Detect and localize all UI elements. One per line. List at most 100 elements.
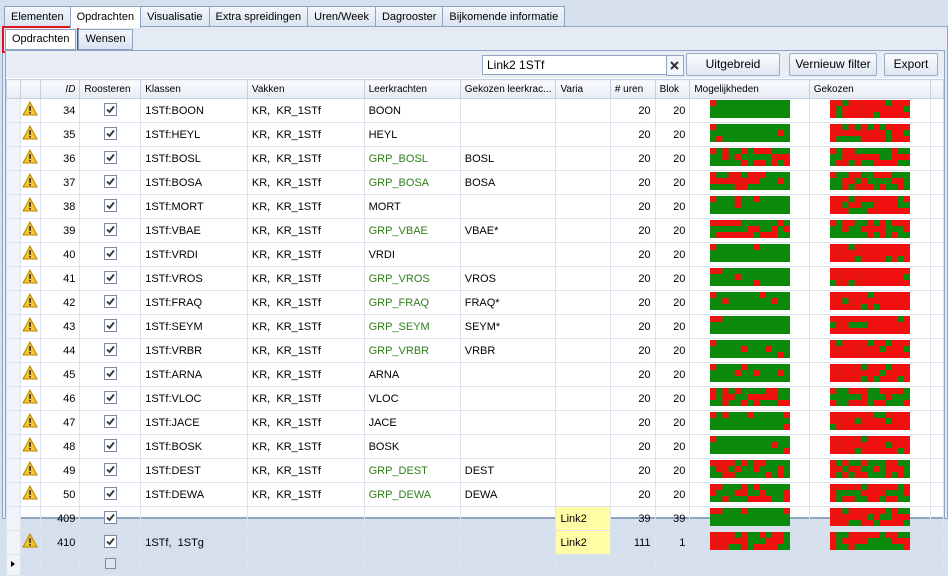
- empty-cell: [140, 554, 248, 576]
- gekozen-cell: [459, 506, 557, 531]
- pattern-cell: [860, 490, 867, 496]
- pattern-cell: [771, 538, 779, 544]
- checkbox[interactable]: [103, 246, 117, 260]
- pattern-cell: [765, 232, 772, 238]
- grid-row[interactable]: 36 1STf:BOSL KR, KR_1STf GRP_BOSL BOSL 20 20: [6, 146, 944, 171]
- pattern-cell: [765, 346, 772, 352]
- tab[interactable]: Bijkomende informatie: [442, 6, 566, 27]
- checkbox[interactable]: [103, 198, 117, 212]
- pattern-cell: [860, 106, 867, 112]
- warning-mark: [29, 442, 32, 447]
- pattern-cell: [728, 532, 735, 538]
- checkbox[interactable]: [103, 486, 117, 500]
- grid-row[interactable]: 34 1STf:BOON KR, KR_1STf BOON 20 20: [6, 98, 944, 123]
- grid-row[interactable]: 46 1STf:VLOC KR, KR_1STf VLOC 20 20: [6, 386, 944, 411]
- column-header[interactable]: Blok: [654, 79, 691, 99]
- tab[interactable]: Elementen: [4, 6, 71, 27]
- checkbox[interactable]: [103, 102, 117, 116]
- pattern-cell: [872, 154, 879, 160]
- pattern-cell: [885, 460, 892, 466]
- checkbox[interactable]: [103, 222, 117, 236]
- subtab[interactable]: Wensen: [78, 29, 133, 50]
- checkbox[interactable]: [103, 510, 117, 524]
- checkbox[interactable]: [103, 366, 117, 380]
- button[interactable]: Vernieuw filter: [789, 53, 877, 76]
- checkbox[interactable]: [103, 150, 117, 164]
- checkbox[interactable]: [103, 462, 117, 476]
- checkbox[interactable]: [103, 342, 117, 356]
- column-header[interactable]: Gekozen leerkrac...: [459, 79, 557, 99]
- column-header[interactable]: Gekozen: [808, 79, 932, 99]
- search-box[interactable]: Link2 1STf: [482, 55, 668, 75]
- pattern-cell: [829, 514, 836, 520]
- grid-row[interactable]: 410 1STf, 1STg Link2 111 1: [6, 530, 944, 555]
- pattern-cell: [829, 106, 836, 112]
- pattern-cell: [848, 544, 855, 550]
- pattern-cell: [829, 274, 836, 280]
- tab[interactable]: Uren/Week: [307, 6, 376, 27]
- tab-bar: Elementen Opdrachten Visualisatie Extra spr…: [4, 6, 566, 28]
- pattern-cell: [710, 268, 717, 274]
- grid-row[interactable]: 45 1STf:ARNA KR, KR_1STf ARNA 20 20: [6, 362, 944, 387]
- pattern-cell: [903, 412, 910, 418]
- column-header[interactable]: ID: [39, 79, 81, 99]
- pattern-cell: [734, 220, 742, 226]
- column-header[interactable]: Leerkrachten: [363, 79, 461, 99]
- pattern-cell: [891, 352, 898, 358]
- filler-cell: [930, 146, 944, 171]
- checkbox[interactable]: [103, 438, 117, 452]
- grid-row[interactable]: 49 1STf:DEST KR, KR_1STf GRP_DEST DEST 20 20: [6, 458, 944, 483]
- pattern-cell: [784, 490, 791, 496]
- grid-row[interactable]: 37 1STf:BOSA KR, KR_1STf GRP_BOSA BOSA 20 20: [6, 170, 944, 195]
- grid-row[interactable]: 48 1STf:BOSK KR, KR_1STf BOSK 20 20: [6, 434, 944, 459]
- column-header[interactable]: Mogelijkheden: [689, 79, 810, 99]
- button[interactable]: Export: [884, 53, 938, 76]
- pattern-cell: [848, 418, 855, 424]
- grid-row[interactable]: 42 1STf:FRAQ KR, KR_1STf GRP_FRAQ FRAQ* 20 20: [6, 290, 944, 315]
- checkbox[interactable]: [103, 174, 117, 188]
- grid-row[interactable]: 44 1STf:VRBR KR, KR_1STf GRP_VRBR VRBR 20 20: [6, 338, 944, 363]
- checkbox[interactable]: [103, 414, 117, 428]
- new-row[interactable]: [6, 554, 944, 576]
- grid-row[interactable]: 47 1STf:JACE KR, KR_1STf JACE 20 20: [6, 410, 944, 435]
- tab[interactable]: Opdrachten: [69, 6, 142, 28]
- grid-row[interactable]: 409 Link2 39 39: [6, 506, 944, 531]
- grid-row[interactable]: 38 1STf:MORT KR, KR_1STf MORT 20 20: [6, 194, 944, 219]
- pattern-cell: [872, 130, 879, 136]
- column-header[interactable]: Klassen: [140, 79, 248, 99]
- clear-search[interactable]: [666, 55, 684, 76]
- pattern: [829, 244, 910, 262]
- checkbox[interactable]: [103, 534, 117, 548]
- grid-row[interactable]: 39 1STf:VBAE KR, KR_1STf GRP_VBAE VBAE* 20 20: [6, 218, 944, 243]
- grid-row[interactable]: 35 1STf:HEYL KR, KR_1STf HEYL 20 20: [6, 122, 944, 147]
- checkbox[interactable]: [103, 318, 117, 332]
- column-header[interactable]: Roosteren: [79, 79, 142, 99]
- uren-cell: 111: [609, 530, 656, 555]
- column-header[interactable]: # uren: [609, 79, 656, 99]
- subtab[interactable]: Opdrachten: [1, 26, 80, 53]
- pattern: [710, 388, 791, 406]
- pattern-cell: [897, 388, 904, 394]
- grid-row[interactable]: 43 1STf:SEYM KR, KR_1STf GRP_SEYM SEYM* 20 20: [6, 314, 944, 339]
- pattern-cell: [866, 208, 873, 214]
- grid-row[interactable]: 40 1STf:VRDI KR, KR_1STf VRDI 20 20: [6, 242, 944, 267]
- tab[interactable]: Visualisatie: [140, 6, 210, 27]
- id-cell: 39: [39, 218, 81, 243]
- checkbox[interactable]: [103, 270, 117, 284]
- column-header[interactable]: Vakken: [246, 79, 365, 99]
- button[interactable]: Uitgebreid zoeken: [686, 53, 780, 92]
- pattern-cell: [753, 178, 760, 184]
- grid-row[interactable]: 41 1STf:VROS KR, KR_1STf GRP_VROS VROS 20 20: [6, 266, 944, 291]
- pattern-cell: [848, 364, 855, 370]
- pattern-cell: [854, 412, 861, 418]
- tab[interactable]: Extra spreidingen: [208, 6, 309, 27]
- checkbox[interactable]: [103, 390, 117, 404]
- checkbox[interactable]: [103, 126, 117, 140]
- tab[interactable]: Dagrooster: [374, 6, 444, 27]
- checkbox[interactable]: [103, 294, 117, 308]
- grid-row[interactable]: 50 1STf:DEWA KR, KR_1STf GRP_DEWA DEWA 20 20: [6, 482, 944, 507]
- gekozen-cell: [459, 362, 557, 387]
- column-header[interactable]: Varia: [555, 79, 611, 99]
- pattern-cell: [897, 154, 904, 160]
- header-row: ID Roosteren Klassen Vakken Leerkrachten Geko…: [6, 79, 944, 99]
